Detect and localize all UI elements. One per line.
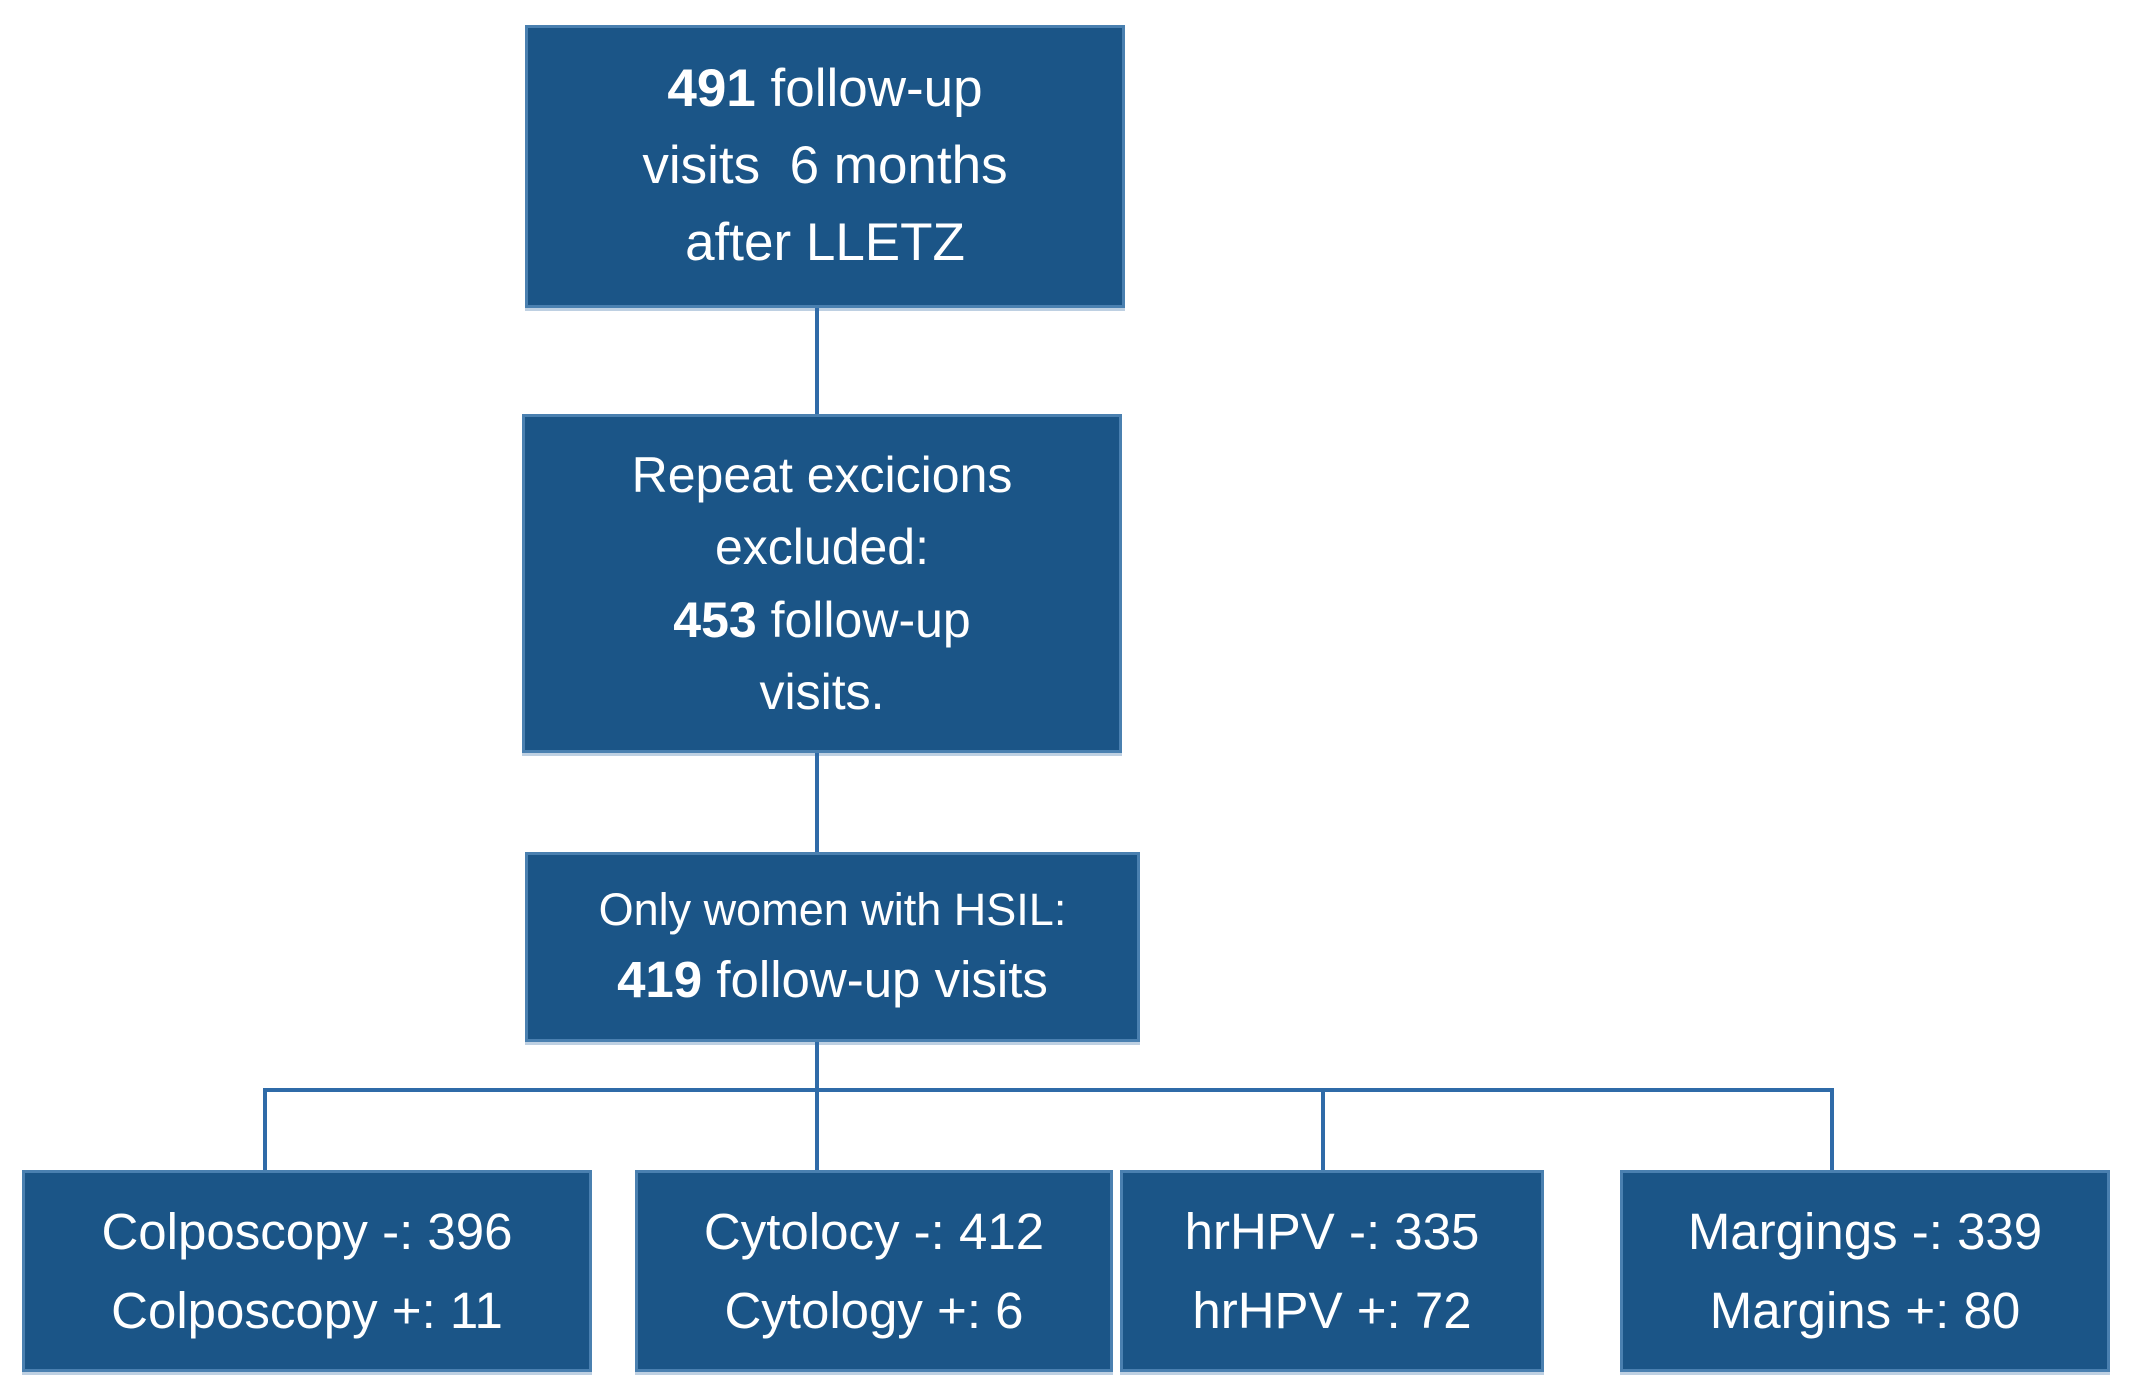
node-text-line: Only women with HSIL: xyxy=(598,884,1067,936)
connector-box1-box2 xyxy=(815,308,819,414)
node-453-excluded: Repeat excicions excluded: 453 follow-up… xyxy=(522,414,1122,753)
count-419: 419 xyxy=(617,950,703,1008)
node-text: follow-up xyxy=(755,59,983,119)
node-text-line: Colposcopy +: 11 xyxy=(111,1282,503,1339)
connector-branch-rail xyxy=(263,1088,1834,1092)
node-margins-results: Margings -: 339 Margins +: 80 xyxy=(1620,1170,2110,1372)
node-text-line: 419 follow-up visits xyxy=(617,943,1048,1017)
node-text-line: hrHPV -: 335 xyxy=(1184,1202,1480,1260)
node-text-line: Margins +: 80 xyxy=(1709,1282,2021,1339)
connector-box2-box3 xyxy=(815,753,819,852)
node-text: follow-up visits xyxy=(702,950,1048,1008)
node-text: follow-up xyxy=(756,591,971,648)
node-hrhpv-results: hrHPV -: 335 hrHPV +: 72 xyxy=(1120,1170,1544,1372)
count-491: 491 xyxy=(667,59,756,119)
connector-drop-hrhpv xyxy=(1321,1088,1325,1170)
node-text-line: excluded: xyxy=(714,519,930,575)
connector-drop-colposcopy xyxy=(263,1088,267,1170)
node-text-line: 491 follow-up xyxy=(667,51,982,128)
count-453: 453 xyxy=(673,591,757,648)
node-419-hsil: Only women with HSIL: 419 follow-up visi… xyxy=(525,852,1140,1042)
node-text-line: visits. xyxy=(759,664,885,720)
node-cytology-results: Cytolocy -: 412 Cytology +: 6 xyxy=(635,1170,1113,1372)
node-text-line: Repeat excicions xyxy=(631,446,1013,503)
node-text-line: Colposcopy -: 396 xyxy=(101,1202,513,1260)
node-text-line: hrHPV +: 72 xyxy=(1192,1282,1472,1339)
connector-box3-cytology xyxy=(815,1042,819,1170)
node-text-line: Cytology +: 6 xyxy=(724,1282,1024,1339)
node-text-line: after LLETZ xyxy=(685,212,965,272)
node-text-line: Margings -: 339 xyxy=(1687,1202,2043,1260)
node-colposcopy-results: Colposcopy -: 396 Colposcopy +: 11 xyxy=(22,1170,592,1372)
node-491-followup-visits: 491 follow-up visits 6 months after LLET… xyxy=(525,25,1125,308)
connector-drop-margins xyxy=(1830,1088,1834,1170)
node-text-line: 453 follow-up xyxy=(673,584,970,657)
node-text-line: visits 6 months xyxy=(642,136,1008,196)
node-text-line: Cytolocy -: 412 xyxy=(703,1202,1045,1260)
